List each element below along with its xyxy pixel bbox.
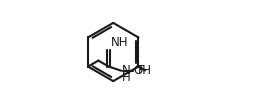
Text: H: H xyxy=(122,71,130,84)
Text: N: N xyxy=(122,64,130,77)
Text: F: F xyxy=(138,64,144,77)
Text: OH: OH xyxy=(133,64,151,77)
Text: NH: NH xyxy=(110,36,128,49)
